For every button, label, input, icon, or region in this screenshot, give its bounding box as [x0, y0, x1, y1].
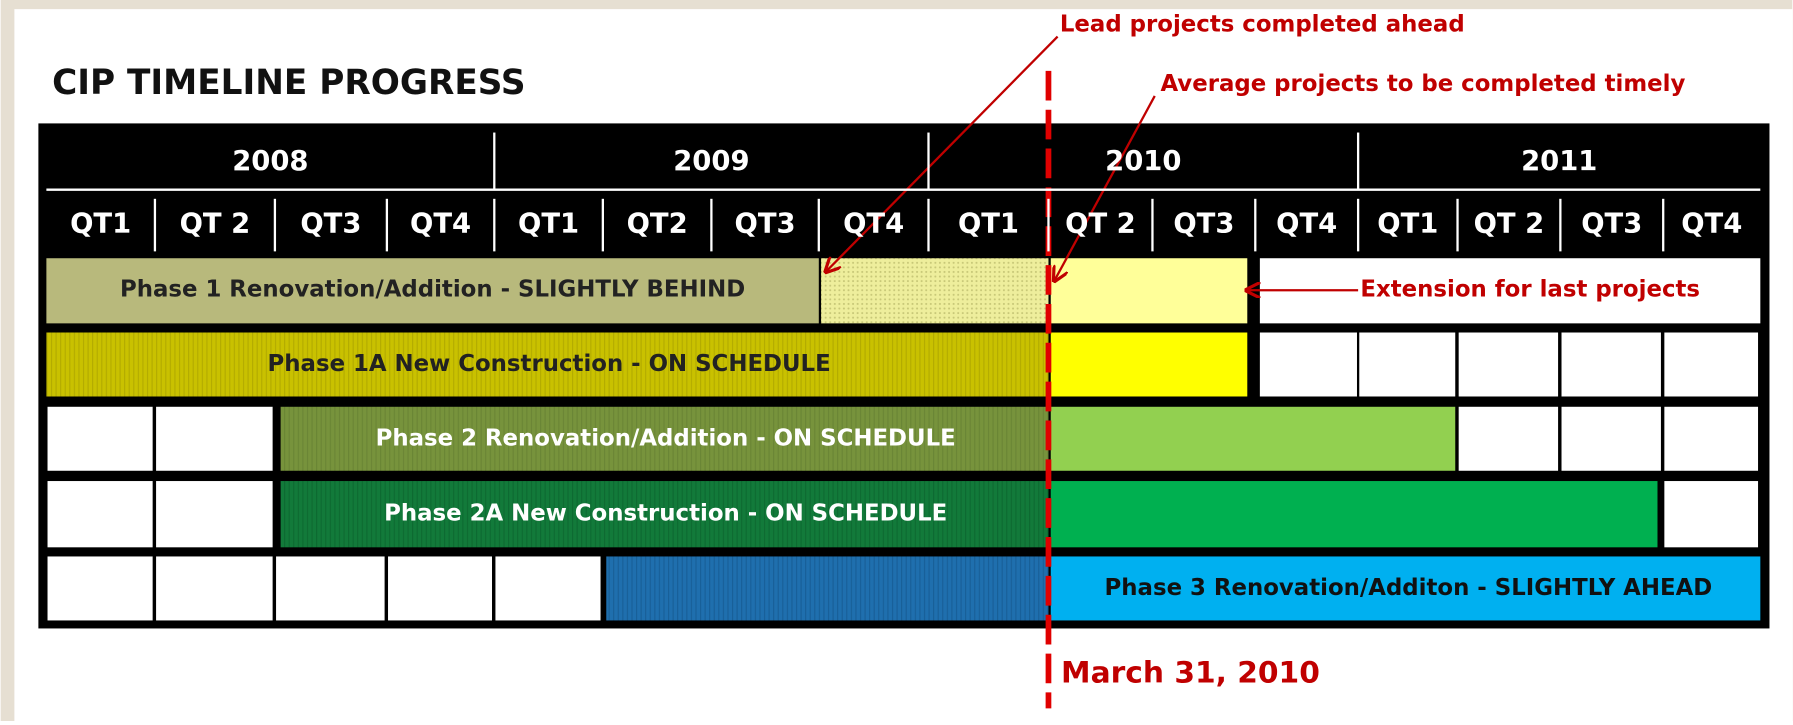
- empty-cell: [47, 481, 153, 548]
- empty-cell: [388, 556, 493, 621]
- row-label: Phase 2 Renovation/Addition - ON SCHEDUL…: [376, 425, 956, 451]
- bar-remaining: [1050, 406, 1456, 471]
- empty-cell: [1561, 406, 1661, 471]
- quarter-label: QT1: [518, 209, 579, 240]
- row-label: Phase 3 Renovation/Additon - SLIGHTLY AH…: [1105, 575, 1713, 601]
- empty-cell: [47, 406, 153, 471]
- date-label: March 31, 2010: [1061, 656, 1320, 691]
- quarter-label: QT 2: [1474, 209, 1545, 240]
- bar-remaining: [1050, 332, 1248, 397]
- quarter-label: QT 2: [1065, 209, 1136, 240]
- bar: [606, 556, 1049, 621]
- title: CIP TIMELINE PROGRESS: [52, 63, 526, 103]
- year-label: 2009: [673, 146, 749, 177]
- row-label: Phase 1A New Construction - ON SCHEDULE: [268, 351, 831, 377]
- quarter-label: QT4: [1681, 209, 1742, 240]
- bar: [280, 481, 1049, 548]
- empty-cell: [156, 481, 273, 548]
- empty-cell: [1664, 481, 1759, 548]
- empty-cell: [1561, 332, 1661, 397]
- bar-progress: [821, 258, 1049, 324]
- empty-cell: [1458, 406, 1559, 471]
- quarter-label: QT3: [1581, 209, 1642, 240]
- annotation: Lead projects completed ahead: [1060, 12, 1465, 38]
- quarter-label: QT 2: [180, 209, 251, 240]
- quarter-label: QT2: [627, 209, 688, 240]
- annotation: Average projects to be completed timely: [1160, 71, 1685, 97]
- empty-cell: [47, 556, 153, 621]
- empty-cell: [1259, 332, 1357, 397]
- quarter-label: QT4: [410, 209, 471, 240]
- empty-cell: [1664, 406, 1759, 471]
- bar: [46, 332, 1049, 397]
- quarter-label: QT4: [1276, 209, 1337, 240]
- year-label: 2008: [232, 146, 308, 177]
- empty-cell: [1664, 332, 1759, 397]
- quarter-label: QT1: [1377, 209, 1438, 240]
- quarter-label: QT1: [70, 209, 131, 240]
- bar: [280, 406, 1049, 471]
- quarter-label: QT4: [843, 209, 904, 240]
- empty-cell: [1359, 332, 1456, 397]
- empty-cell: [276, 556, 385, 621]
- empty-cell: [1458, 332, 1559, 397]
- annotation: Extension for last projects: [1360, 277, 1700, 303]
- empty-cell: [495, 556, 601, 621]
- empty-cell: [156, 556, 273, 621]
- quarter-label: QT3: [300, 209, 361, 240]
- quarter-label: QT1: [958, 209, 1019, 240]
- year-label: 2010: [1105, 146, 1181, 177]
- annotation-arrow: [826, 35, 1059, 272]
- row-label: Phase 2A New Construction - ON SCHEDULE: [384, 501, 947, 527]
- bar-remaining: [1050, 258, 1248, 324]
- quarter-label: QT3: [1173, 209, 1234, 240]
- bar-remaining: [1050, 481, 1658, 548]
- quarter-label: QT3: [735, 209, 796, 240]
- empty-cell: [156, 406, 273, 471]
- year-label: 2011: [1521, 146, 1597, 177]
- bar: [46, 258, 819, 324]
- bar-remaining: [1050, 556, 1761, 621]
- row-label: Phase 1 Renovation/Addition - SLIGHTLY B…: [120, 277, 745, 303]
